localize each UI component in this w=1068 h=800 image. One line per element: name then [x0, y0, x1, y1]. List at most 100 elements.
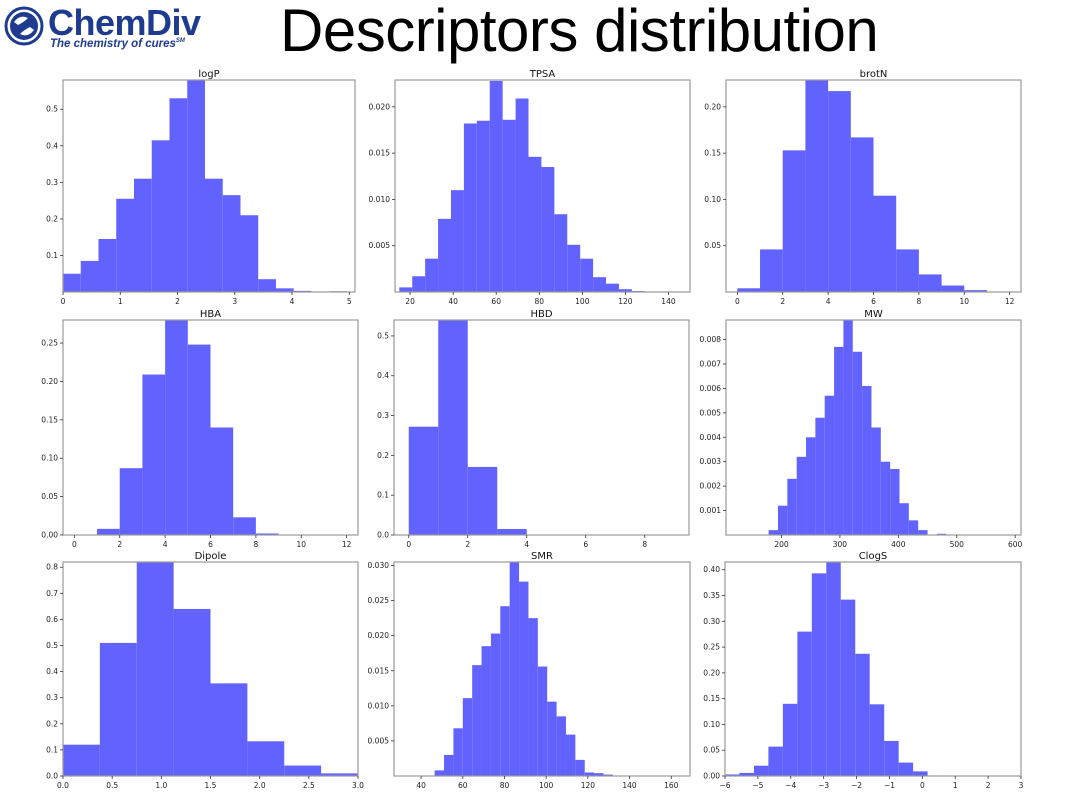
y-tick-label: 0.4: [46, 667, 58, 676]
histogram-bar: [444, 754, 454, 776]
x-tick-label: 4: [290, 297, 295, 306]
y-tick-label: 0.6: [46, 615, 58, 624]
histogram-bar: [556, 716, 566, 776]
x-tick-label: −5: [752, 781, 763, 790]
chart-title: brotN: [860, 69, 888, 80]
histogram-bar: [408, 426, 439, 535]
y-tick-label: 0.4: [46, 141, 58, 150]
y-tick-label: 0.05: [703, 746, 720, 755]
histogram-bar: [476, 120, 490, 292]
x-tick-label: 2: [117, 540, 122, 549]
histogram-bar: [593, 277, 607, 292]
y-tick-label: 0.35: [703, 591, 720, 600]
histogram-bar: [797, 631, 812, 776]
page-title: Descriptors distribution: [280, 0, 879, 64]
histogram-bar: [502, 119, 516, 292]
histogram-bars: [725, 562, 943, 776]
axes-frame: [724, 561, 1022, 777]
x-tick-label: 80: [534, 297, 544, 306]
y-tick-label: 0.0: [46, 772, 58, 781]
service-mark: SM: [175, 38, 185, 45]
histogram-bar: [119, 468, 143, 535]
histogram-bar: [855, 653, 870, 776]
histogram-bar: [811, 573, 827, 776]
histogram-bar: [824, 395, 835, 535]
histogram-bar: [515, 98, 529, 292]
histogram-bar: [425, 258, 439, 292]
logo-tagline: The chemistry of curesSM: [50, 38, 185, 50]
histogram-bar: [843, 320, 853, 535]
histogram-bar: [453, 728, 463, 776]
y-tick-label: 0.3: [46, 178, 58, 187]
y-tick-label: 0.00: [703, 772, 720, 781]
x-tick-label: 140: [622, 781, 637, 790]
y-tick-label: 0.005: [369, 241, 391, 250]
histogram-bars: [97, 320, 302, 535]
histogram-bar: [760, 249, 783, 292]
histogram-bar: [165, 320, 188, 535]
histogram-bar: [80, 260, 99, 292]
y-tick-label: 0.1: [377, 491, 389, 500]
x-tick-label: 1.0: [155, 781, 167, 790]
histogram-brotn: brotN 0 2 4 6 8 10 12 0.05 0.10 0.15 0.20: [704, 69, 1022, 306]
y-tick-label: 0.15: [704, 149, 721, 158]
histogram-bar: [913, 771, 928, 776]
x-tick-label: 3.0: [352, 781, 364, 790]
histogram-bar: [528, 156, 542, 292]
y-tick-label: 0.15: [703, 694, 720, 703]
chart-title: logP: [198, 69, 219, 80]
histogram-bar: [753, 765, 769, 776]
y-tick-label: 0.20: [703, 668, 720, 677]
y-tick-label: 0.1: [46, 745, 58, 754]
histogram-bar: [462, 698, 473, 776]
histogram-bar: [936, 533, 947, 535]
histogram-bar: [63, 744, 100, 776]
histogram-bar: [275, 288, 294, 292]
axes-frame: [393, 319, 690, 536]
histogram-logp: logP 0 1 2 3 4 5 0.1 0.2 0.3 0.4 0.5: [46, 69, 356, 306]
x-tick-label: 160: [664, 781, 679, 790]
histogram-clogs: ClogS −6 −5 −4 −3 −2 −1 0 1 2 3 0.00 0.05 0.10 0.15 0.2…: [703, 551, 1023, 790]
x-tick-label: 10: [959, 297, 969, 306]
histogram-bar: [964, 290, 987, 292]
x-tick-label: 8: [916, 297, 921, 306]
y-tick-label: 0.7: [46, 589, 58, 598]
x-tick-label: 3: [1019, 781, 1024, 790]
x-tick-label: 6: [583, 540, 588, 549]
x-tick-label: 600: [1008, 540, 1023, 549]
histogram-bar: [233, 517, 256, 535]
histogram-bar: [472, 665, 482, 776]
histogram-bar: [63, 273, 81, 292]
histogram-bars: [63, 562, 358, 776]
histogram-bar: [777, 505, 788, 535]
histogram-bar: [567, 244, 581, 292]
histogram-bar: [204, 178, 223, 292]
x-tick-label: −3: [818, 781, 829, 790]
histogram-bar: [850, 137, 874, 292]
x-tick-label: 140: [661, 297, 676, 306]
x-tick-label: 0: [72, 540, 77, 549]
y-tick-label: 0.2: [46, 214, 58, 223]
x-tick-label: 4: [826, 297, 831, 306]
histogram-bar: [787, 478, 797, 535]
histogram-bar: [151, 140, 170, 292]
x-tick-label: 8: [253, 540, 258, 549]
y-tick-label: 0.0: [377, 531, 389, 540]
chart-title: TPSA: [529, 69, 556, 80]
x-tick-label: 1.5: [205, 781, 217, 790]
x-tick-label: 60: [491, 297, 501, 306]
x-tick-label: 100: [575, 297, 590, 306]
histogram-bar: [899, 503, 909, 535]
histogram-bar: [768, 530, 778, 535]
histogram-bar: [97, 528, 120, 535]
y-tick-label: 0.003: [700, 457, 722, 466]
x-tick-label: 12: [1005, 297, 1015, 306]
histogram-bar: [210, 683, 248, 776]
histogram-bar: [898, 762, 914, 776]
x-tick-label: 4: [163, 540, 168, 549]
chart-title: Dipole: [195, 551, 227, 562]
y-tick-label: 0.20: [704, 102, 721, 111]
histogram-bar: [399, 287, 413, 292]
y-tick-label: 0.001: [700, 506, 722, 515]
chart-title: ClogS: [859, 551, 888, 562]
